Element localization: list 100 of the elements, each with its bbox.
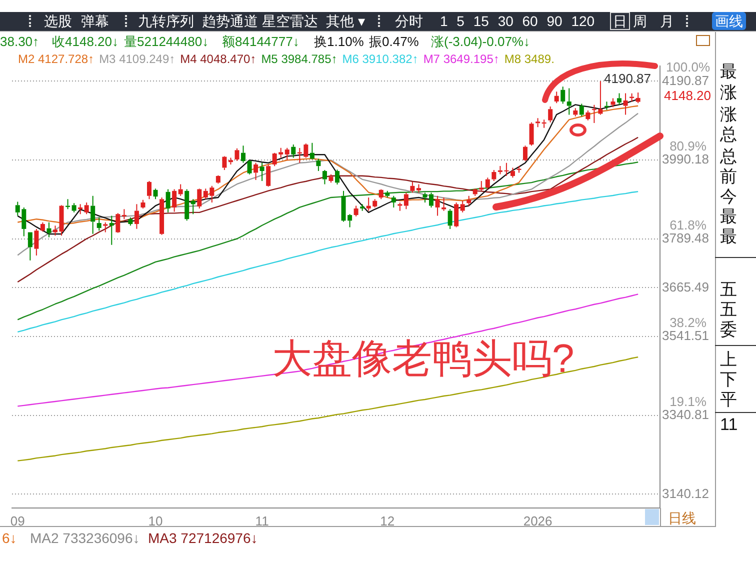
candlestick [548,106,553,123]
text: 今 [720,187,737,206]
x-tick-label: 09 [10,513,25,528]
candlestick [84,202,89,215]
candlestick [566,88,572,116]
candlestick [454,202,459,228]
candlestick [316,158,321,172]
candlestick [160,197,164,236]
y-tick-label: 3789.48 [662,230,709,246]
candlestick [254,162,258,180]
text: 日线 [668,509,696,527]
candlestick [241,145,246,164]
candlestick [153,188,158,200]
candlestick [610,98,616,108]
text: M3 4109.249↑ [99,52,176,66]
candlestick [391,195,396,208]
candlestick [134,204,139,230]
y-tick-label: 3340.81 [662,406,709,422]
text: 日 [610,12,630,30]
candlestick [78,204,83,215]
text: 涨(-3.04)-0.07%↓ [431,33,530,51]
candlestick [422,192,428,203]
text: 振0.47% [369,33,419,51]
text: 画线 [712,12,746,30]
y-tick-label: 3990.18 [662,152,709,167]
text: 平 [720,390,737,409]
text: 最 [720,207,737,226]
candlestick [284,147,290,161]
candlestick [435,195,440,216]
text: 最 [720,227,737,246]
y2-tick-label: 80.9% [670,138,707,154]
text: M5 3984.785↑ [261,52,338,66]
text: 星空雷达 [262,12,318,30]
text: 下 [720,370,737,389]
text: 上 [720,350,737,369]
candlestick [523,145,528,162]
candlestick [90,195,96,234]
candlestick [385,190,390,198]
text: 收4148.20↓ [52,33,118,51]
candlestick [586,110,590,121]
text: 11 [720,415,738,434]
candlestick [190,198,196,215]
candlestick [485,177,490,190]
candlestick [140,199,146,209]
text: 总 [720,147,737,166]
y-tick-label: 3140.12 [662,486,709,501]
text: 涨 [720,83,737,102]
y2-tick-label: 61.8% [670,218,707,233]
text: MA2 733236096↓ [30,529,140,547]
candlestick [623,92,628,116]
y-tick-label: 3541.51 [662,328,709,343]
text: 委 [720,320,737,339]
text: MA3 727126976↓ [148,529,258,547]
candlestick [216,176,220,184]
candlestick [228,157,233,165]
annotation: 4190.87 [604,70,651,88]
candlestick [310,142,314,159]
candlestick [59,206,64,236]
text: 前 [720,167,737,186]
candlestick [109,215,114,246]
candlestick [573,108,578,117]
text: M6 3910.382↑ [342,52,418,66]
candlestick [146,180,152,200]
text: 月 [660,12,674,30]
candlestick [291,144,296,158]
candlestick [166,188,170,213]
text: M4 4048.470↑ [180,52,256,66]
candlestick [52,225,58,236]
text: 弹幕 [81,12,109,30]
candlestick [398,202,402,212]
text: 额84144777↓ [222,33,300,51]
candlestick [247,160,252,175]
candlestick [510,167,515,178]
candlestick [40,222,45,232]
y2-tick-label: 19.1% [670,394,707,409]
text: 选股 [44,12,72,30]
candlestick [260,162,264,182]
candlestick [28,232,32,261]
text: 周 [633,12,647,30]
candlestick [410,181,415,194]
candlestick [354,205,358,217]
candlestick [416,184,421,194]
text: 1 5 15 30 60 90 120 [440,12,595,30]
text: 五 [720,300,737,319]
candlestick [103,222,108,233]
candlestick [579,103,584,117]
candlestick [234,148,240,162]
candlestick [184,188,190,222]
candlestick [197,189,202,209]
y2-tick-label: 38.2% [670,315,707,330]
text: 其他 ▾ [326,12,365,30]
text: 6↓ [2,529,17,547]
candlestick [172,188,177,212]
text: 涨 [720,105,737,124]
text: M7 3649.195↑ [423,52,500,66]
text: 分时 [395,12,423,30]
candlestick [72,202,76,213]
candlestick [448,208,452,230]
candlestick [429,192,434,208]
candlestick [178,184,183,196]
